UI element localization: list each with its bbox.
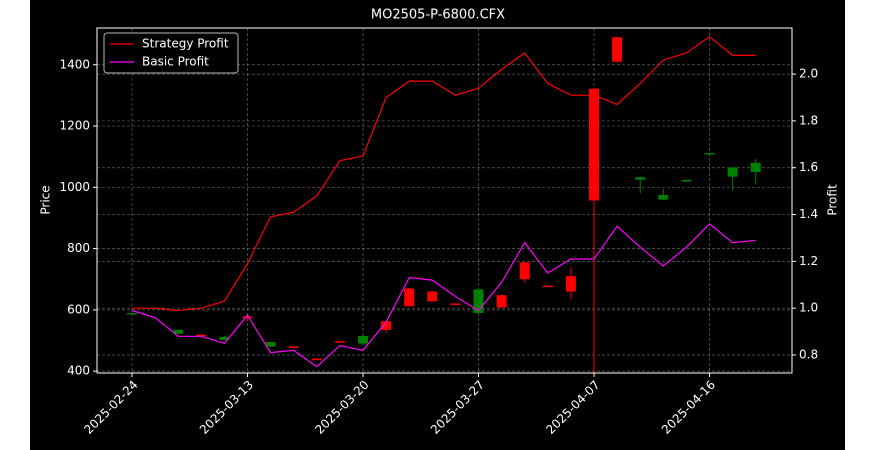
candle-body	[704, 153, 715, 155]
y-tick-label: 1400	[59, 57, 90, 71]
y2-axis-label: Profit	[826, 184, 840, 216]
y-tick-label: 400	[67, 364, 90, 378]
candle-body	[496, 295, 507, 308]
candle-body	[473, 289, 484, 313]
legend-label: Strategy Profit	[142, 37, 229, 51]
candle-body	[565, 276, 576, 292]
y-tick-label: 1200	[59, 119, 90, 133]
candle-body	[242, 316, 253, 319]
y2-tick-label: 0.8	[799, 347, 818, 361]
legend-box	[103, 32, 239, 74]
y2-tick-label: 1.4	[799, 207, 818, 221]
candle-body	[358, 335, 368, 344]
candle-body	[750, 162, 761, 173]
plot-frame	[96, 27, 793, 374]
chart-title: MO2505-P-6800.CFX	[371, 8, 505, 23]
line-series	[131, 223, 756, 368]
y2-tick-label: 1.0	[799, 301, 818, 315]
candle-body	[334, 341, 345, 343]
candle-body	[265, 342, 276, 347]
candle-body	[612, 37, 623, 62]
y-axis-label: Price	[39, 185, 53, 214]
candle-body	[427, 291, 438, 302]
candle-body	[404, 288, 415, 307]
candle-body	[542, 285, 553, 288]
y2-tick-label: 1.8	[799, 113, 818, 127]
y-tick-label: 600	[67, 302, 90, 316]
candle-body	[127, 312, 137, 315]
candle-body	[519, 262, 530, 280]
line-series	[132, 35, 756, 312]
candle-body	[681, 179, 692, 182]
y2-tick-label: 1.6	[799, 160, 818, 174]
candle-body	[727, 167, 738, 177]
y2-tick-label: 1.2	[799, 254, 818, 268]
candle-body	[635, 177, 646, 180]
candle-body	[589, 88, 599, 201]
candle-body	[450, 303, 461, 305]
candle-body	[219, 336, 230, 340]
candle-body	[658, 194, 669, 200]
candle-body	[288, 346, 299, 348]
y-tick-label: 800	[67, 241, 90, 255]
candle-body	[381, 321, 392, 330]
candle-body	[173, 329, 184, 334]
y2-tick-label: 2.0	[799, 67, 818, 81]
legend-label: Basic Profit	[142, 55, 209, 69]
y-tick-label: 1000	[59, 180, 90, 194]
candle-body	[196, 334, 207, 337]
candle-body	[311, 358, 322, 361]
